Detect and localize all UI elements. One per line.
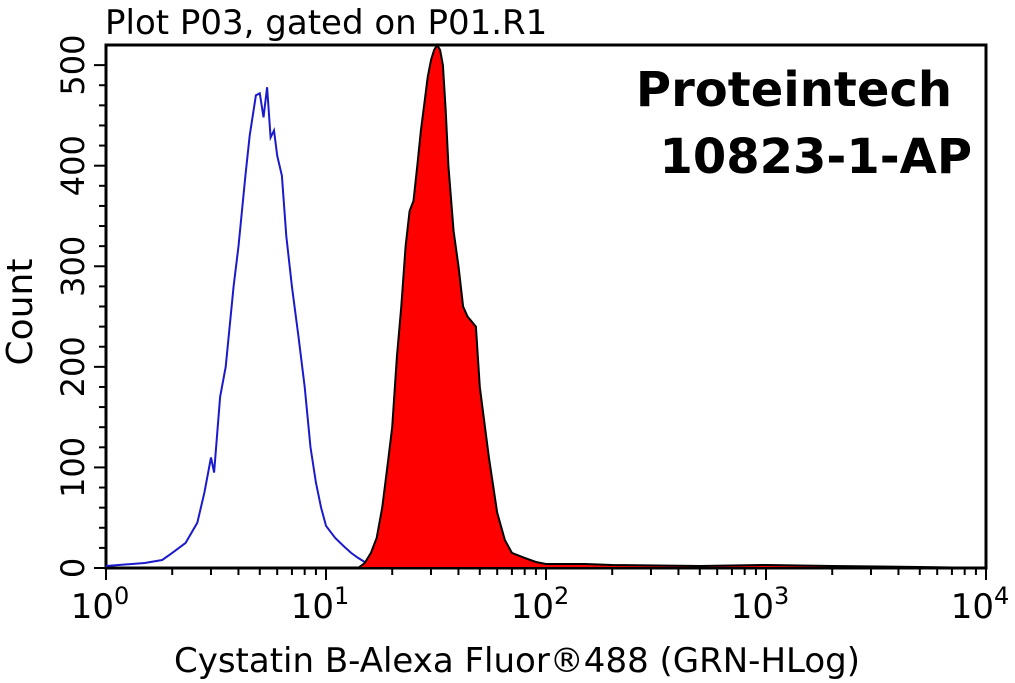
y-tick-label: 500 [54,35,92,96]
series-layer [105,43,987,569]
x-tick-label: 100 [71,582,130,627]
x-tick-label: 103 [731,582,790,627]
plot-frame [104,43,988,570]
y-tick-label: 100 [54,437,92,498]
catalog-annotation: 10823-1-AP [659,129,972,185]
brand-annotation: Proteintech [636,62,952,118]
y-tick-label: 200 [54,336,92,397]
x-tick-label: 104 [951,582,1010,627]
filled-histogram-series [355,43,987,569]
x-axis-label: Cystatin B-Alexa Fluor®488 (GRN-HLog) [174,641,860,681]
x-tick-label: 102 [511,582,570,627]
x-tick-layer: 100 101 102 103 104 [71,568,1010,627]
x-tick-label: 101 [291,582,350,627]
y-tick-label: 0 [54,558,92,578]
y-tick-label: 400 [54,135,92,196]
y-tick-layer: 0 100 200 300 400 500 [54,35,106,578]
outline-histogram-series [105,87,372,567]
y-axis-label: Count [0,259,41,366]
y-tick-label: 300 [54,236,92,297]
chart-title: Plot P03, gated on P01.R1 [105,3,547,43]
